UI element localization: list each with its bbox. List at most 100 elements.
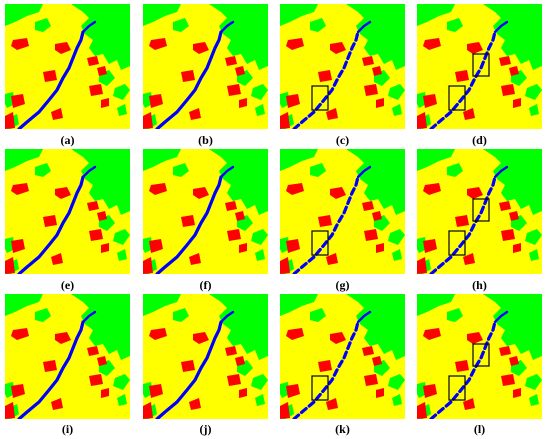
vegetation-region [447,18,463,32]
building-region [501,84,515,96]
vegetation-region [255,394,265,406]
building-region [227,84,241,96]
building-region [318,360,332,372]
building-region [501,374,515,386]
map-canvas [143,4,268,129]
building-region [280,402,290,419]
vegetation-region [483,149,542,215]
water-river [155,30,223,129]
building-region [509,356,519,366]
map-canvas [280,4,405,129]
building-region [181,70,195,82]
vegetation-region [529,249,539,261]
vegetation-region [447,163,463,177]
building-region [51,398,63,410]
vegetation-region [483,294,542,360]
building-region [364,84,378,96]
panel-caption-l: (l) [473,422,486,436]
vegetation-region [71,149,130,215]
building-region [89,229,103,241]
building-region [423,183,441,195]
building-region [423,328,441,340]
building-region [101,243,109,253]
water-river [17,175,85,274]
building-region [326,253,338,265]
water-river [17,30,85,129]
water-river [292,320,360,419]
water-tributary [81,20,97,34]
building-region [423,94,437,108]
water-tributary [493,20,509,34]
vegetation-region [310,18,326,32]
building-region [362,346,374,356]
vegetation-region [209,4,268,70]
building-region [376,243,384,253]
building-region [227,374,241,386]
building-region [286,328,304,340]
building-region [455,215,469,227]
map-canvas [5,149,130,274]
building-region [55,187,71,199]
map-panel-h [417,149,542,274]
water-tributary [356,310,372,324]
building-region [149,328,167,340]
building-region [149,384,163,398]
water-tributary [219,310,235,324]
building-region [467,187,483,199]
building-region [318,215,332,227]
building-region [149,239,163,253]
vegetation-region [417,294,455,316]
vegetation-region [529,104,539,116]
building-region [239,388,247,398]
vegetation-region [392,104,402,116]
building-region [101,98,109,108]
building-region [326,398,338,410]
vegetation-region [71,4,130,70]
map-panel-d [417,4,542,129]
map-panel-j [143,294,268,419]
water-river [429,30,497,129]
water-river [429,320,497,419]
building-region [87,56,99,66]
building-region [193,42,209,54]
building-region [362,56,374,66]
vegetation-region [113,374,130,390]
building-region [423,384,437,398]
building-region [225,201,237,211]
building-region [227,229,241,241]
building-region [280,112,290,129]
building-region [417,112,427,129]
panel-caption-g: (g) [335,278,350,292]
vegetation-region [346,149,405,215]
building-region [372,66,382,76]
building-region [417,257,427,274]
panel-caption-h: (h) [472,278,487,292]
highlight-box [448,85,466,111]
vegetation-region [71,294,130,360]
panel-caption-a: (a) [60,133,75,147]
water-tributary [356,20,372,34]
vegetation-region [117,394,127,406]
map-panel-k [280,294,405,419]
building-region [455,70,469,82]
panel-caption-i: (i) [61,422,74,436]
water-tributary [81,165,97,179]
water-tributary [219,20,235,34]
vegetation-region [251,84,268,100]
building-region [43,215,57,227]
building-region [235,211,245,221]
building-region [181,215,195,227]
building-region [286,94,300,108]
map-canvas [143,149,268,274]
vegetation-region [447,308,463,322]
vegetation-region [35,163,51,177]
building-region [97,66,107,76]
building-region [51,108,63,120]
highlight-box [472,53,490,77]
water-river [292,175,360,274]
map-panel-b [143,4,268,129]
building-region [189,398,201,410]
water-river [155,175,223,274]
building-region [225,56,237,66]
building-region [149,38,167,50]
